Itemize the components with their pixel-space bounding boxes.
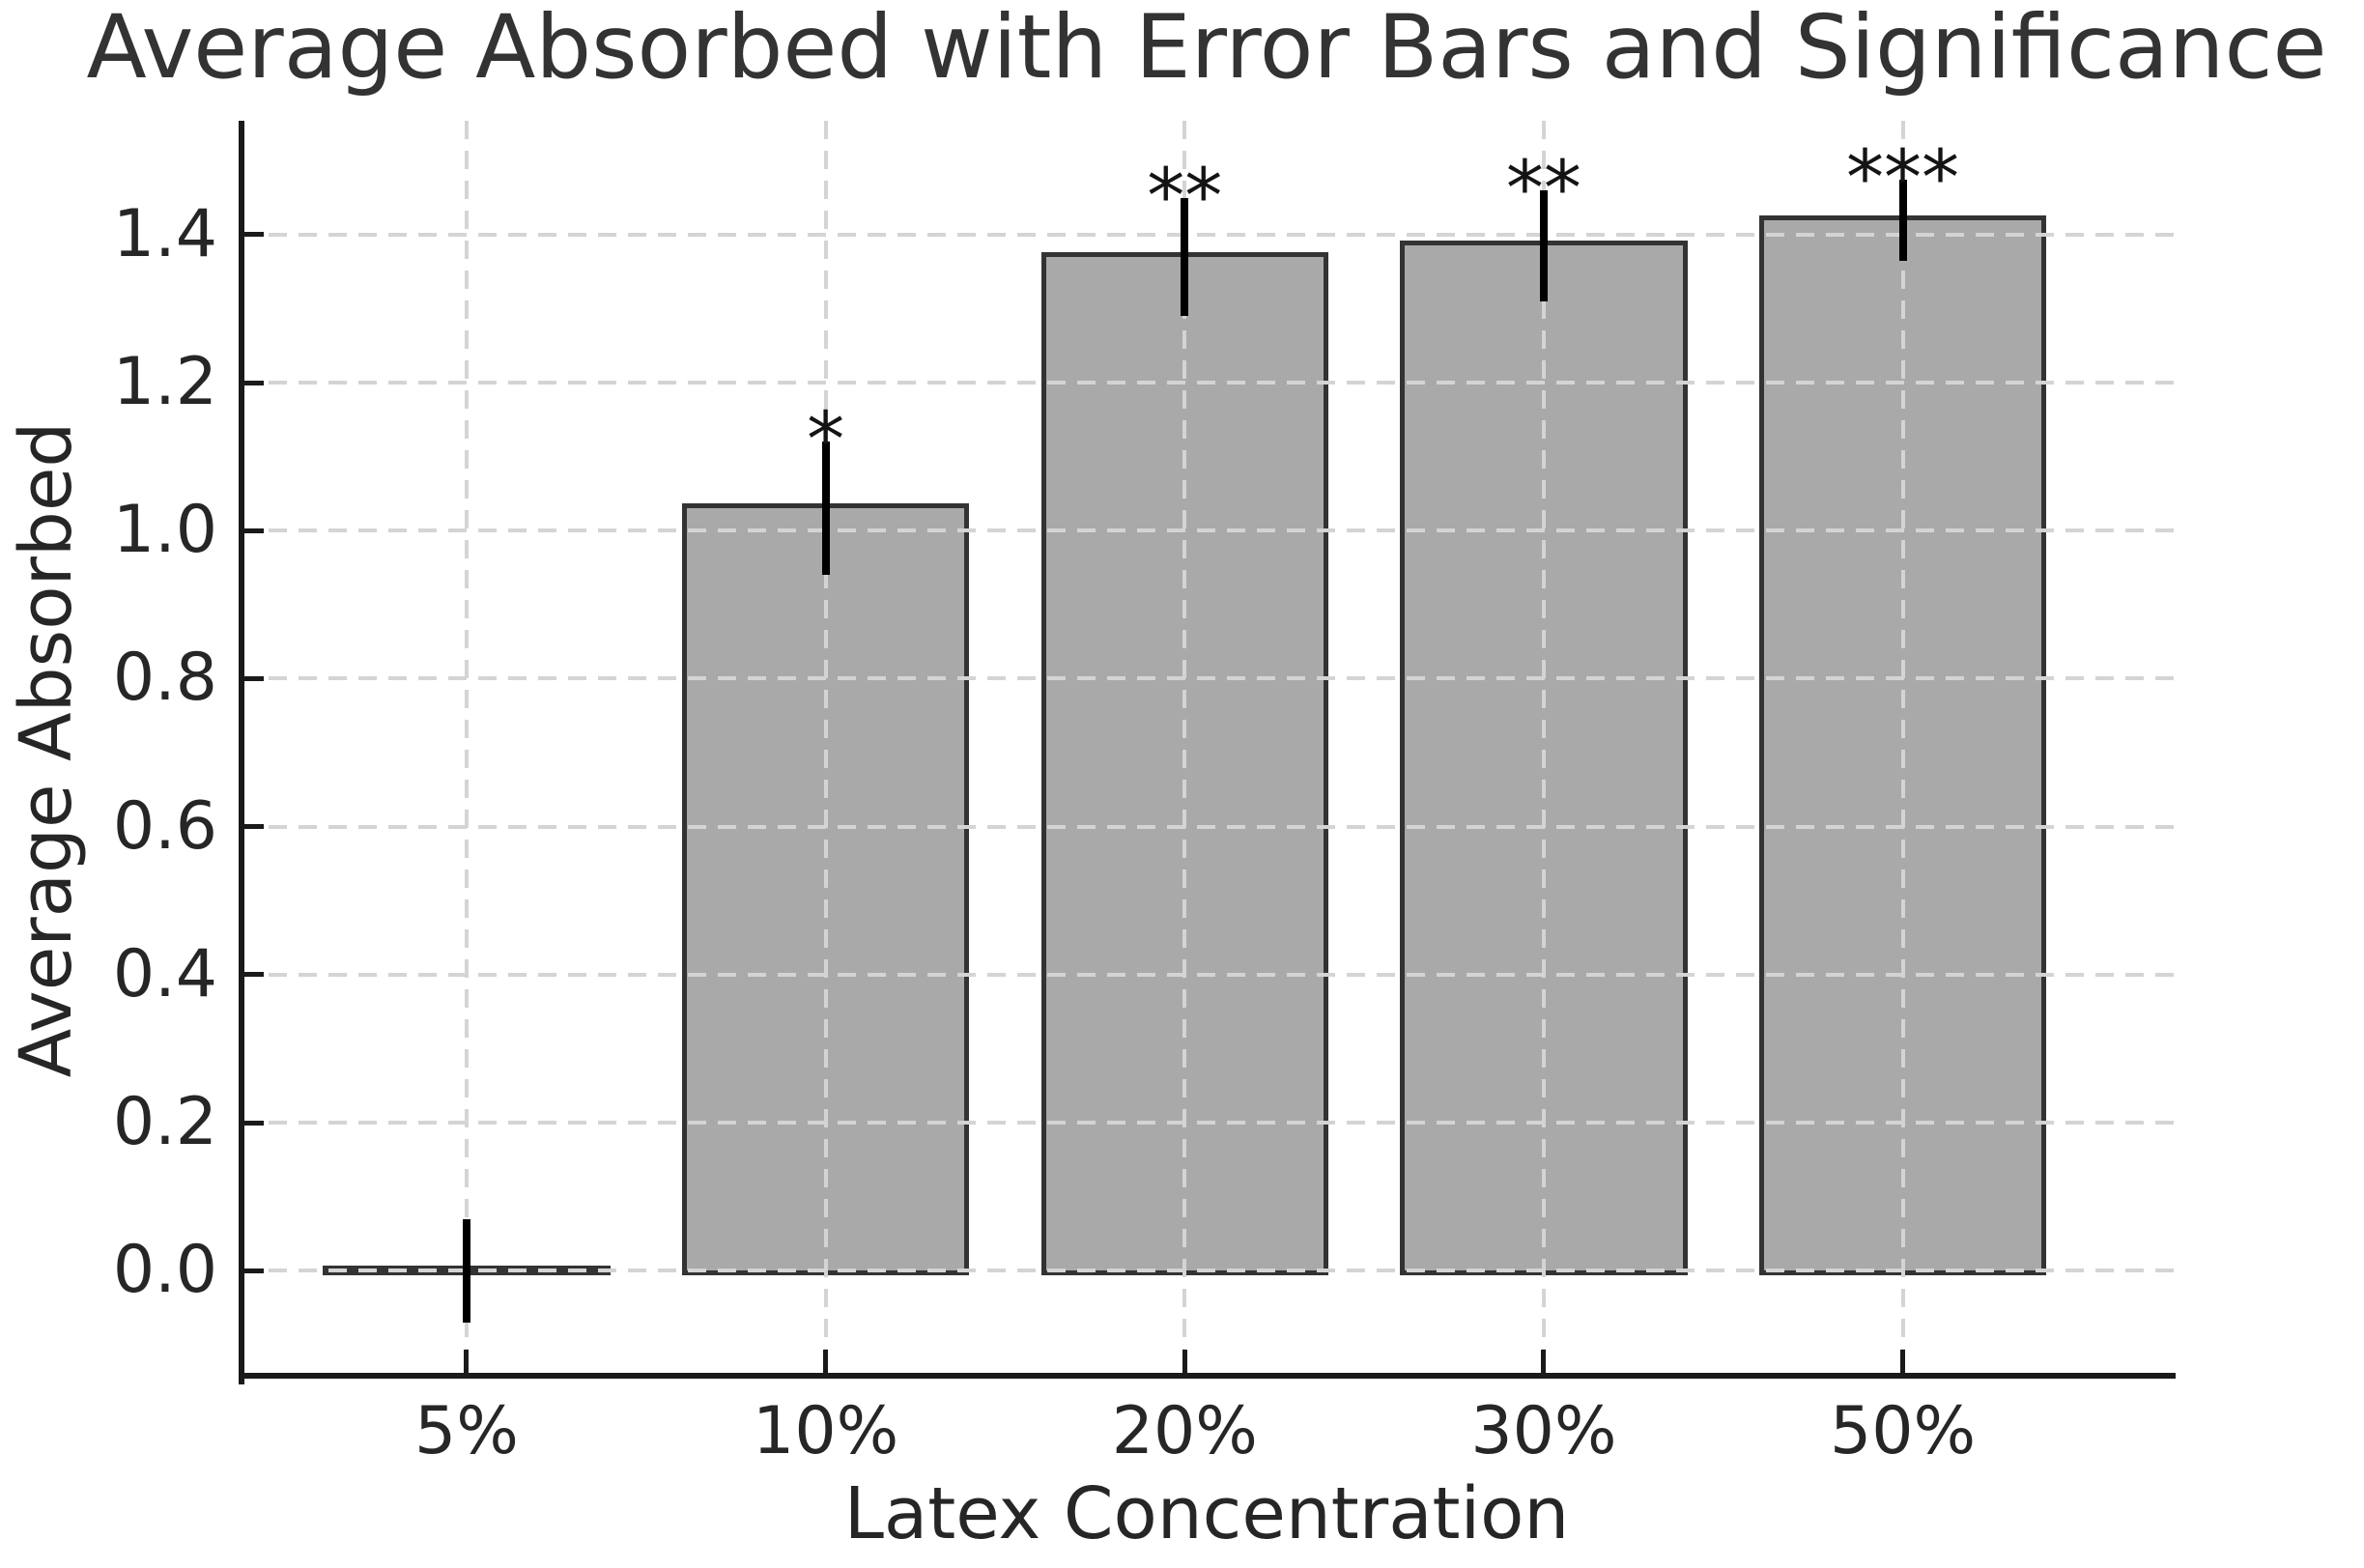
y-tick-1.4 (239, 232, 264, 238)
y-axis-spine (239, 121, 244, 1384)
x-tick-label-50%: 50% (1829, 1393, 1977, 1469)
y-tick-1.2 (239, 380, 264, 385)
gridline-horizontal (239, 824, 2176, 829)
significance-label-30%: ** (1505, 145, 1581, 233)
gridline-horizontal (239, 676, 2176, 681)
x-tick-50% (1900, 1350, 1906, 1373)
x-tick-label-5%: 5% (414, 1393, 519, 1469)
gridline-vertical (823, 121, 828, 1379)
plot-area: * ** ** *** (239, 121, 2176, 1384)
error-bar-50% (1898, 179, 1907, 261)
gridline-vertical (1541, 121, 1546, 1379)
y-tick-0.6 (239, 824, 264, 830)
gridline-horizontal (239, 972, 2176, 977)
x-tick-5% (464, 1350, 470, 1373)
y-tick-1.0 (239, 527, 264, 533)
gridline-horizontal (239, 232, 2176, 237)
error-bar-30% (1539, 189, 1548, 301)
y-tick-label-0.4: 0.4 (112, 935, 217, 1012)
gridline-horizontal (239, 381, 2176, 385)
y-tick-0.2 (239, 1120, 264, 1126)
y-tick-label-0.0: 0.0 (112, 1232, 217, 1309)
x-tick-10% (823, 1350, 829, 1373)
chart-title: Average Absorbed with Error Bars and Sig… (86, 0, 2327, 99)
x-axis-label: Latex Concentration (843, 1472, 1570, 1555)
y-tick-label-0.2: 0.2 (112, 1084, 217, 1160)
error-bar-10% (821, 442, 830, 576)
y-tick-0.4 (239, 972, 264, 978)
y-tick-0.8 (239, 675, 264, 681)
y-tick-label-1.0: 1.0 (112, 492, 217, 569)
x-tick-30% (1541, 1350, 1547, 1373)
y-tick-0.0 (239, 1268, 264, 1273)
x-axis-spine (239, 1373, 2176, 1379)
x-tick-label-10%: 10% (753, 1393, 899, 1469)
error-bar-5% (462, 1218, 470, 1323)
significance-label-50%: *** (1846, 134, 1960, 222)
significance-label-20%: ** (1147, 153, 1223, 241)
x-tick-20% (1182, 1350, 1187, 1373)
error-bar-20% (1181, 197, 1189, 317)
gridline-vertical (464, 121, 469, 1379)
y-tick-label-1.4: 1.4 (112, 195, 217, 272)
gridline-vertical (1182, 121, 1187, 1379)
gridline-vertical (1900, 121, 1905, 1379)
x-tick-label-20%: 20% (1111, 1393, 1258, 1469)
gridline-horizontal (239, 1269, 2176, 1273)
gridline-horizontal (239, 528, 2176, 533)
gridline-horizontal (239, 1121, 2176, 1125)
significance-label-10%: * (807, 397, 845, 485)
y-tick-label-0.6: 0.6 (112, 787, 217, 865)
y-tick-label-0.8: 0.8 (112, 640, 217, 717)
y-tick-label-1.2: 1.2 (112, 344, 217, 421)
x-tick-label-30%: 30% (1470, 1393, 1617, 1469)
